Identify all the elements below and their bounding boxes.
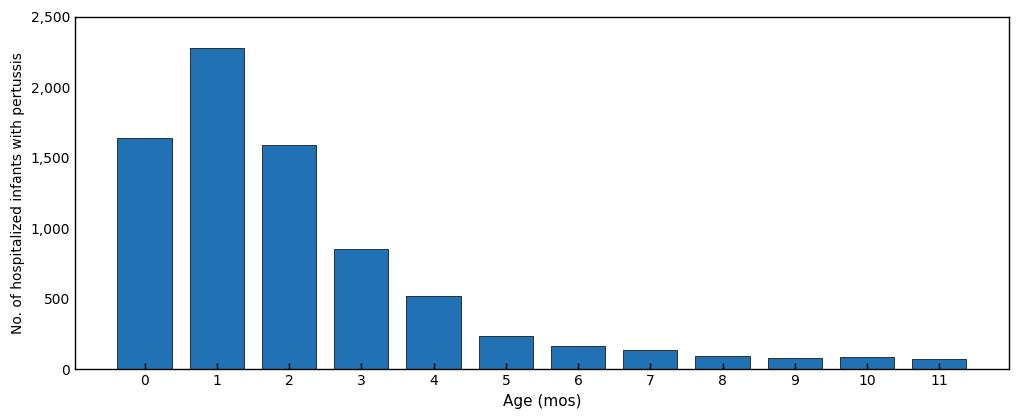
Bar	[840, 357, 894, 370]
X-axis label: Age (mos): Age (mos)	[502, 394, 581, 409]
Bar	[262, 145, 316, 370]
Bar	[478, 336, 532, 370]
Y-axis label: No. of hospitalized infants with pertussis: No. of hospitalized infants with pertuss…	[11, 52, 25, 334]
Bar	[695, 356, 749, 370]
Bar	[911, 359, 965, 370]
Bar	[623, 350, 677, 370]
Bar	[767, 358, 821, 370]
Bar	[407, 296, 461, 370]
Bar	[550, 346, 604, 370]
Bar	[190, 47, 244, 370]
Bar	[334, 249, 388, 370]
Bar	[117, 138, 171, 370]
